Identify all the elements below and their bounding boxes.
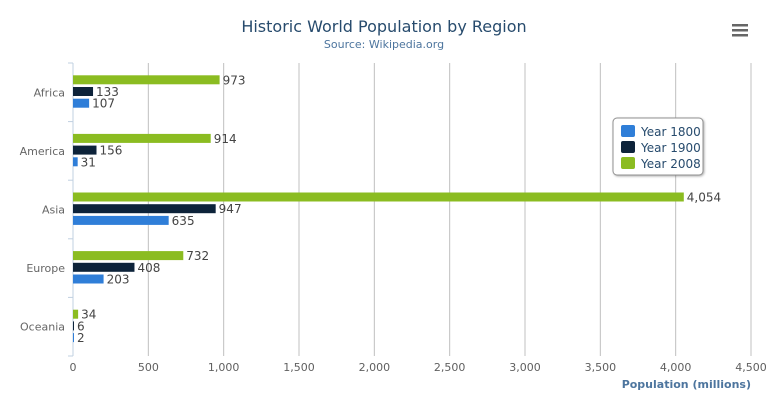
category-label: Asia (42, 204, 65, 217)
bar-year-2008 (73, 75, 220, 85)
data-label: 408 (137, 261, 160, 275)
x-tick-label: 500 (138, 361, 159, 374)
data-label: 31 (81, 155, 96, 169)
category-label: America (20, 145, 65, 158)
x-tick-label: 2,500 (434, 361, 466, 374)
bar-year-1800 (73, 157, 78, 167)
bar-year-2008 (73, 192, 684, 202)
legend-swatch (621, 157, 635, 169)
legend-item: Year 1900 (640, 141, 701, 155)
category-label: Oceania (20, 321, 65, 334)
bar-year-2008 (73, 133, 211, 143)
legend-item: Year 2008 (640, 157, 701, 171)
legend: Year 1800 Year 1900 Year 2008 (612, 117, 704, 176)
data-label: 973 (223, 73, 246, 87)
bar-year-1800 (73, 98, 90, 108)
bar-year-1900 (73, 145, 97, 155)
chart-subtitle: Source: Wikipedia.org (324, 38, 444, 51)
bar-year-1800 (73, 274, 104, 284)
data-label: 156 (100, 144, 123, 158)
data-label: 2 (77, 331, 85, 345)
bar-year-1900 (73, 87, 94, 96)
data-label: 732 (186, 249, 209, 263)
bar-year-2008 (73, 309, 79, 319)
bar-year-1900 (73, 321, 74, 331)
hamburger-menu-icon[interactable] (732, 24, 748, 37)
category-label: Africa (34, 86, 65, 99)
data-label: 133 (96, 85, 119, 99)
data-label: 914 (214, 132, 237, 146)
bar-year-1900 (73, 262, 135, 272)
data-label: 34 (81, 308, 96, 322)
x-tick-label: 4,500 (735, 361, 767, 374)
data-label: 107 (92, 97, 115, 111)
legend-item: Year 1800 (640, 125, 701, 139)
x-tick-label: 3,000 (509, 361, 541, 374)
chart-title: Historic World Population by Region (241, 17, 526, 36)
data-label: 947 (219, 202, 242, 216)
data-label: 635 (172, 214, 195, 228)
x-tick-label: 3,500 (585, 361, 617, 374)
x-tick-label: 2,000 (359, 361, 391, 374)
x-tick-label: 1,500 (283, 361, 315, 374)
data-label: 4,054 (687, 191, 721, 205)
data-label: 6 (77, 319, 85, 333)
data-label: 203 (107, 273, 130, 287)
x-tick-label: 0 (70, 361, 77, 374)
bar-year-2008 (73, 251, 184, 261)
legend-swatch (621, 141, 635, 153)
x-tick-label: 4,000 (660, 361, 692, 374)
bar-year-1800 (73, 333, 74, 343)
bar-year-1900 (73, 204, 216, 214)
value-axis-title: Population (millions) (622, 378, 751, 391)
category-label: Europe (26, 262, 65, 275)
x-tick-label: 1,000 (208, 361, 240, 374)
legend-swatch (621, 125, 635, 137)
bar-year-1800 (73, 215, 169, 225)
